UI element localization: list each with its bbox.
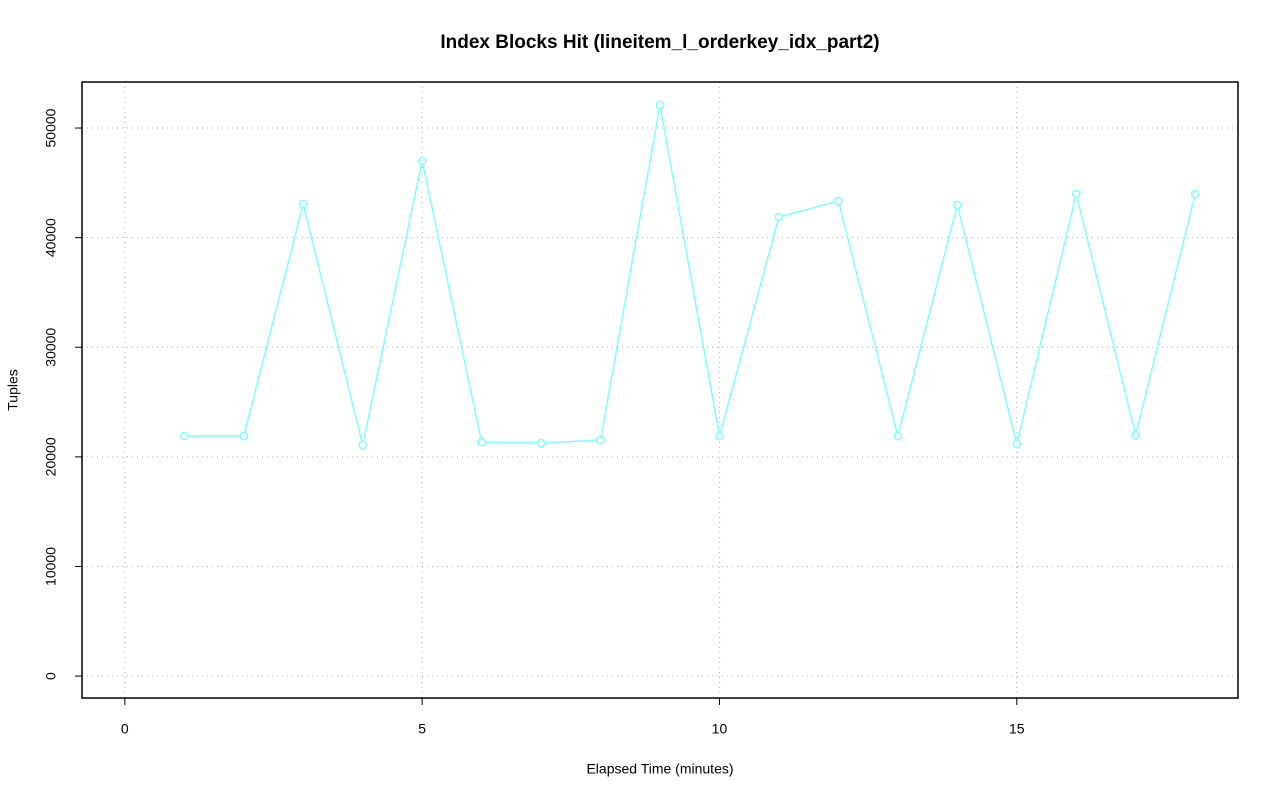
y-axis-label: Tuples xyxy=(5,369,21,411)
y-tick-label: 0 xyxy=(43,672,59,680)
data-point xyxy=(536,438,546,448)
data-point xyxy=(952,200,962,210)
x-tick-label: 15 xyxy=(1009,721,1025,737)
y-tick-label: 10000 xyxy=(43,547,59,586)
data-point xyxy=(358,440,368,450)
x-tick-label: 5 xyxy=(418,721,426,737)
x-tick-label: 0 xyxy=(121,721,129,737)
y-tick-label: 20000 xyxy=(43,437,59,476)
plot-frame xyxy=(81,81,1239,699)
data-point xyxy=(596,435,605,445)
data-point xyxy=(239,431,249,441)
series-line xyxy=(184,104,1196,446)
x-tick-label: 10 xyxy=(712,721,728,737)
y-tick-label: 30000 xyxy=(43,328,59,367)
data-point xyxy=(477,437,486,447)
data-point xyxy=(1131,430,1141,440)
data-point xyxy=(1190,189,1200,199)
y-tick-label: 40000 xyxy=(43,218,59,257)
chart-title: Index Blocks Hit (lineitem_l_orderkey_id… xyxy=(440,32,879,53)
data-point xyxy=(715,431,724,441)
data-point xyxy=(298,199,308,209)
data-point xyxy=(774,212,784,222)
data-point xyxy=(1071,189,1081,199)
data-point xyxy=(655,100,665,110)
data-point xyxy=(834,196,843,206)
x-axis-label: Elapsed Time (minutes) xyxy=(586,761,733,777)
data-point xyxy=(893,431,903,441)
y-tick-label: 50000 xyxy=(43,108,59,147)
data-point xyxy=(179,431,189,441)
data-point xyxy=(1012,439,1022,449)
data-point xyxy=(417,156,427,166)
